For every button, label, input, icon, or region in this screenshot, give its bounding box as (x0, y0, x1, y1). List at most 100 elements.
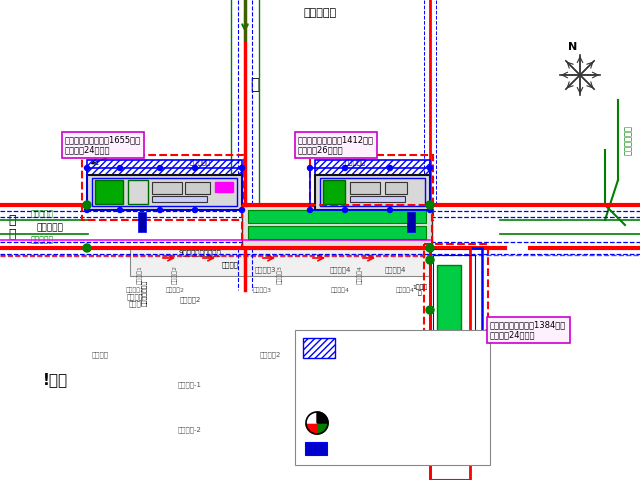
Bar (242, 205, 432, 248)
Text: 道路断面-2: 道路断面-2 (178, 427, 202, 433)
Circle shape (157, 166, 163, 170)
Circle shape (239, 166, 244, 170)
Bar (305, 442, 327, 455)
Text: N: N (568, 42, 577, 52)
Text: 道路断面4: 道路断面4 (384, 267, 406, 273)
Text: 合建通风亭: 合建通风亭 (344, 159, 365, 165)
Text: 道路断面4: 道路断面4 (330, 287, 349, 293)
Bar (152, 182, 182, 194)
Bar (295, 330, 490, 465)
Text: 现状道路线: 现状道路线 (303, 8, 337, 18)
Bar (407, 212, 415, 232)
Circle shape (426, 306, 434, 314)
Text: 合建通风亭: 合建通风亭 (189, 159, 211, 165)
Text: 三期围挡，围挡面积1412㎡，
围挡时间26个月。: 三期围挡，围挡面积1412㎡， 围挡时间26个月。 (298, 135, 374, 155)
Bar (152, 196, 207, 202)
Circle shape (426, 366, 434, 374)
Text: 孔雀南路: 孔雀南路 (221, 262, 239, 268)
Bar (350, 182, 380, 194)
Text: 3号出入口: 3号出入口 (252, 210, 271, 216)
Text: 道路断面-1: 道路断面-1 (178, 382, 202, 388)
Text: 道路断面4: 道路断面4 (396, 287, 415, 293)
Bar (385, 182, 407, 194)
Text: !小区: !小区 (42, 372, 68, 387)
Text: 道路断面3: 道路断面3 (254, 267, 276, 273)
Circle shape (84, 207, 90, 213)
Text: 道路断面: 道路断面 (92, 352, 109, 358)
Circle shape (426, 411, 434, 419)
Circle shape (428, 166, 433, 170)
Text: 道路断面4: 道路断面4 (330, 267, 351, 273)
Text: 爆闪指示灯: 爆闪指示灯 (345, 418, 376, 428)
Bar (437, 342, 461, 377)
Bar (185, 182, 210, 194)
Text: 道路断面1: 道路断面1 (125, 287, 145, 293)
Bar (248, 226, 426, 239)
Bar (424, 244, 488, 419)
Wedge shape (306, 412, 317, 423)
Bar (128, 180, 148, 204)
Text: 道路断面4: 道路断面4 (357, 265, 363, 285)
Bar (248, 210, 426, 223)
Text: 三期围挡，围挡面积1655㎡，
围挡时间24个月。: 三期围挡，围挡面积1655㎡， 围挡时间24个月。 (65, 135, 141, 155)
Circle shape (387, 166, 392, 170)
Text: 街: 街 (8, 228, 16, 241)
Text: 现状道路线: 现状道路线 (31, 235, 54, 244)
Bar (315, 175, 430, 210)
Text: 规划道路红线: 规划道路红线 (623, 125, 632, 155)
Circle shape (387, 207, 392, 213)
Text: 道路断面3: 道路断面3 (253, 287, 271, 293)
Bar (323, 180, 345, 204)
Text: 道路断面
南北向: 道路断面 南北向 (127, 293, 143, 307)
Bar (87, 175, 242, 210)
Circle shape (307, 166, 312, 170)
Text: 道路断面2: 道路断面2 (172, 265, 178, 285)
Text: 围挡: 围挡 (345, 343, 358, 353)
Bar (215, 182, 233, 192)
Text: 现状道路线: 现状道路线 (36, 224, 63, 232)
Bar (430, 248, 482, 413)
Text: 9号出入口（围墙口）: 9号出入口（围墙口） (179, 250, 221, 256)
Text: 北: 北 (250, 77, 259, 93)
Circle shape (426, 201, 434, 209)
Bar (350, 196, 405, 202)
Circle shape (428, 207, 433, 213)
Bar (92, 178, 237, 206)
Circle shape (84, 166, 90, 170)
Text: 1号出入
口: 1号出入 口 (412, 284, 428, 296)
Circle shape (193, 166, 198, 170)
Bar (87, 160, 242, 208)
Wedge shape (317, 412, 328, 423)
Bar (310, 155, 433, 220)
Circle shape (307, 207, 312, 213)
Circle shape (426, 256, 434, 264)
Wedge shape (317, 423, 328, 434)
Wedge shape (306, 423, 317, 434)
Circle shape (239, 207, 244, 213)
Bar (130, 248, 430, 276)
Circle shape (342, 207, 348, 213)
Circle shape (193, 207, 198, 213)
Circle shape (118, 207, 122, 213)
Text: 三期围挡，围挡面积1384㎡，
围挡时间24个月。: 三期围挡，围挡面积1384㎡， 围挡时间24个月。 (490, 320, 566, 339)
Circle shape (426, 244, 434, 252)
Text: 道路断面2: 道路断面2 (166, 287, 184, 293)
Circle shape (157, 207, 163, 213)
Circle shape (83, 201, 91, 209)
Text: →机动车道: →机动车道 (345, 368, 379, 378)
Text: 道路断面2: 道路断面2 (259, 352, 281, 358)
Bar (242, 205, 432, 248)
Bar (433, 255, 475, 403)
Circle shape (342, 166, 348, 170)
Text: 现状道路线: 现状道路线 (31, 209, 54, 218)
Circle shape (118, 166, 122, 170)
Text: 城: 城 (8, 214, 16, 227)
Bar (82, 155, 244, 220)
Text: 2号出入口: 2号出入口 (96, 205, 115, 211)
Bar (303, 338, 335, 358)
Text: 道路断面1: 道路断面1 (137, 265, 143, 285)
Text: 1号出入口: 1号出入口 (315, 205, 334, 211)
Text: 道路断面2: 道路断面2 (179, 297, 201, 303)
Bar (315, 160, 430, 208)
Text: 交通导示牌: 交通导示牌 (345, 443, 376, 453)
